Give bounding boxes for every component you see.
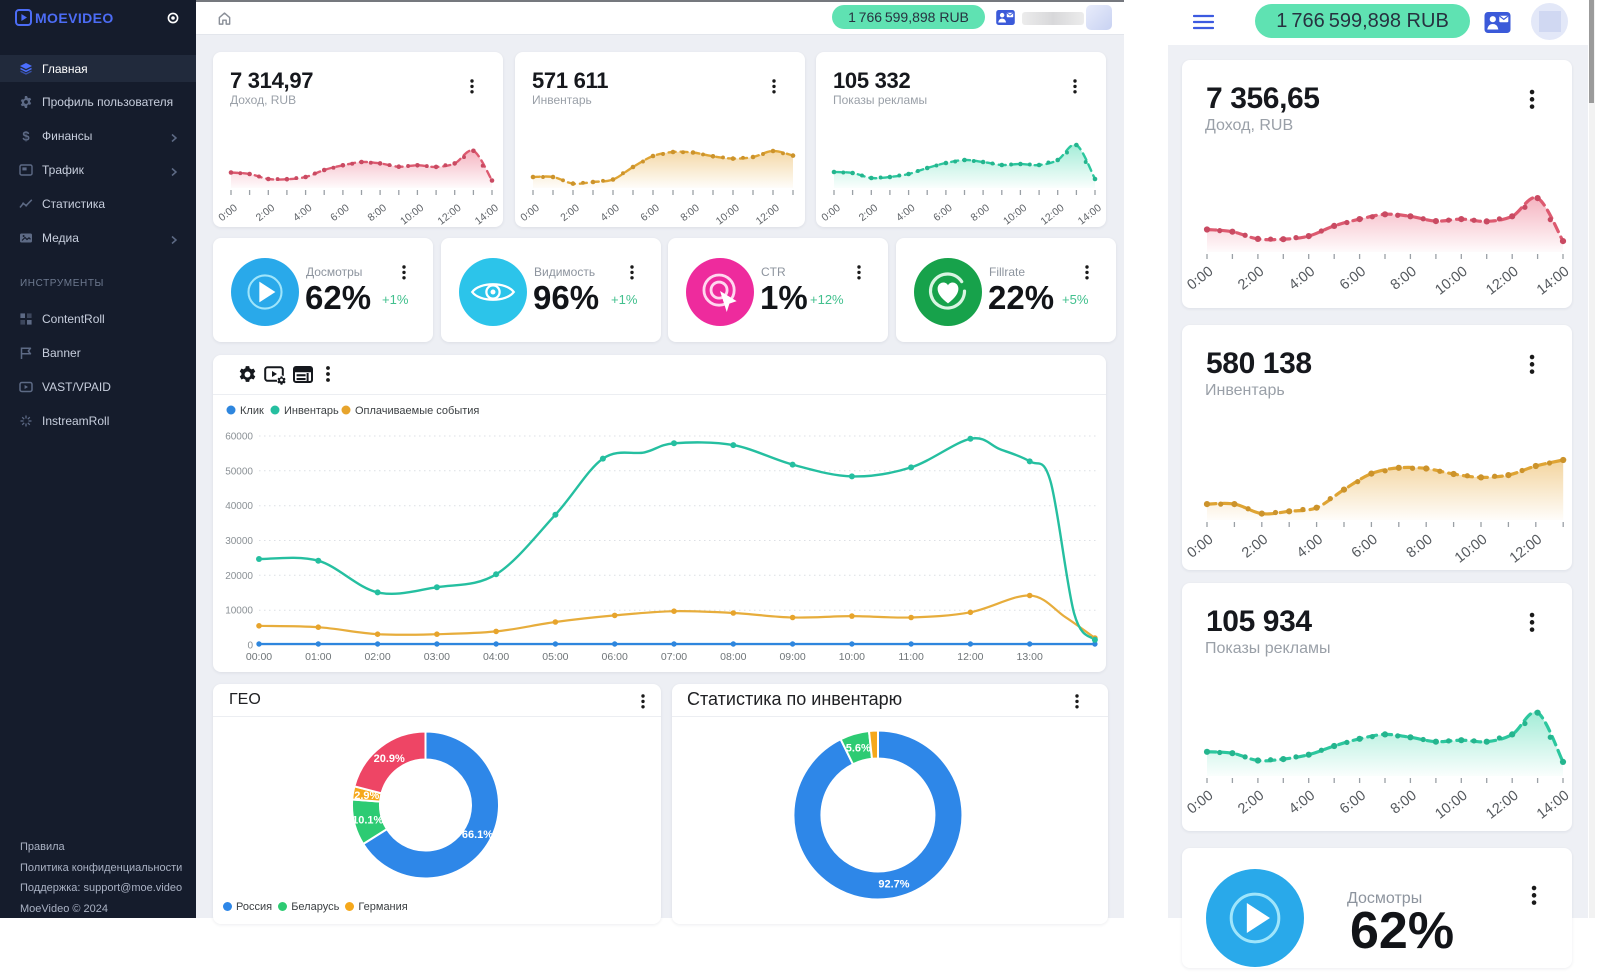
svg-text:10:00: 10:00	[1001, 202, 1029, 227]
svg-text:0: 0	[247, 641, 253, 652]
svg-text:5.6%: 5.6%	[846, 742, 871, 754]
svg-text:8:00: 8:00	[1388, 788, 1420, 818]
svg-text:8:00: 8:00	[365, 202, 389, 224]
svg-text:2:00: 2:00	[254, 202, 278, 224]
svg-text:6:00: 6:00	[931, 202, 955, 224]
svg-text:09:00: 09:00	[779, 651, 805, 663]
svg-text:14:00: 14:00	[473, 202, 501, 227]
svg-text:50000: 50000	[225, 466, 253, 477]
svg-text:2:00: 2:00	[1239, 532, 1271, 562]
svg-text:6:00: 6:00	[328, 202, 352, 224]
svg-text:10:00: 10:00	[1432, 788, 1470, 823]
svg-text:8:00: 8:00	[678, 202, 702, 224]
svg-text:10:00: 10:00	[1432, 264, 1470, 299]
svg-text:66.1%: 66.1%	[462, 829, 493, 841]
svg-text:14:00: 14:00	[1534, 788, 1572, 823]
svg-text:4:00: 4:00	[598, 202, 622, 224]
svg-text:07:00: 07:00	[661, 651, 687, 663]
svg-text:0:00: 0:00	[1184, 788, 1216, 818]
svg-text:0:00: 0:00	[819, 202, 843, 224]
svg-text:10:00: 10:00	[398, 202, 426, 227]
svg-text:12:00: 12:00	[957, 651, 983, 663]
svg-text:13:00: 13:00	[1017, 651, 1043, 663]
svg-text:8:00: 8:00	[1388, 264, 1420, 294]
svg-text:2:00: 2:00	[558, 202, 582, 224]
svg-text:20.9%: 20.9%	[374, 753, 405, 765]
svg-text:6:00: 6:00	[1337, 264, 1369, 294]
svg-text:10:00: 10:00	[839, 651, 865, 663]
svg-text:11:00: 11:00	[898, 651, 924, 663]
svg-text:20000: 20000	[225, 571, 253, 582]
svg-text:4:00: 4:00	[894, 202, 918, 224]
svg-text:10.1%: 10.1%	[352, 814, 383, 826]
svg-text:00:00: 00:00	[246, 651, 272, 663]
svg-text:2:00: 2:00	[857, 202, 881, 224]
svg-text:8:00: 8:00	[1404, 532, 1436, 562]
svg-text:0:00: 0:00	[1184, 264, 1216, 294]
svg-text:06:00: 06:00	[602, 651, 628, 663]
svg-text:92.7%: 92.7%	[878, 879, 909, 891]
svg-text:6:00: 6:00	[638, 202, 662, 224]
svg-text:10:00: 10:00	[1452, 532, 1490, 567]
svg-text:4:00: 4:00	[1286, 788, 1318, 818]
svg-text:14:00: 14:00	[1076, 202, 1104, 227]
svg-text:10000: 10000	[225, 606, 253, 617]
svg-text:12:00: 12:00	[1483, 788, 1521, 823]
svg-text:05:00: 05:00	[542, 651, 568, 663]
svg-text:10:00: 10:00	[714, 202, 742, 227]
svg-text:Клик: Клик	[240, 405, 264, 417]
svg-text:12:00: 12:00	[1038, 202, 1066, 227]
svg-text:0:00: 0:00	[216, 202, 240, 224]
svg-text:12:00: 12:00	[435, 202, 463, 227]
svg-text:4:00: 4:00	[1286, 264, 1318, 294]
svg-text:0:00: 0:00	[518, 202, 542, 224]
svg-text:2.9%: 2.9%	[354, 790, 379, 802]
svg-text:14:00: 14:00	[1534, 264, 1572, 299]
svg-text:Оплачиваемые события: Оплачиваемые события	[355, 405, 479, 417]
svg-text:Инвентарь: Инвентарь	[284, 405, 339, 417]
svg-text:12:00: 12:00	[1483, 264, 1521, 299]
svg-text:12:00: 12:00	[1507, 532, 1545, 567]
svg-text:12:00: 12:00	[754, 202, 782, 227]
svg-text:0:00: 0:00	[1184, 532, 1216, 562]
svg-text:$: $	[22, 129, 30, 143]
svg-text:02:00: 02:00	[364, 651, 390, 663]
svg-text:08:00: 08:00	[720, 651, 746, 663]
svg-text:4:00: 4:00	[291, 202, 315, 224]
svg-text:01:00: 01:00	[305, 651, 331, 663]
svg-text:6:00: 6:00	[1337, 788, 1369, 818]
svg-text:60000: 60000	[225, 432, 253, 443]
svg-text:4:00: 4:00	[1294, 532, 1326, 562]
svg-text:2:00: 2:00	[1235, 264, 1267, 294]
svg-text:03:00: 03:00	[424, 651, 450, 663]
svg-text:2:00: 2:00	[1235, 788, 1267, 818]
svg-text:30000: 30000	[225, 536, 253, 547]
svg-text:04:00: 04:00	[483, 651, 509, 663]
svg-text:40000: 40000	[225, 501, 253, 512]
svg-text:6:00: 6:00	[1349, 532, 1381, 562]
svg-text:8:00: 8:00	[968, 202, 992, 224]
